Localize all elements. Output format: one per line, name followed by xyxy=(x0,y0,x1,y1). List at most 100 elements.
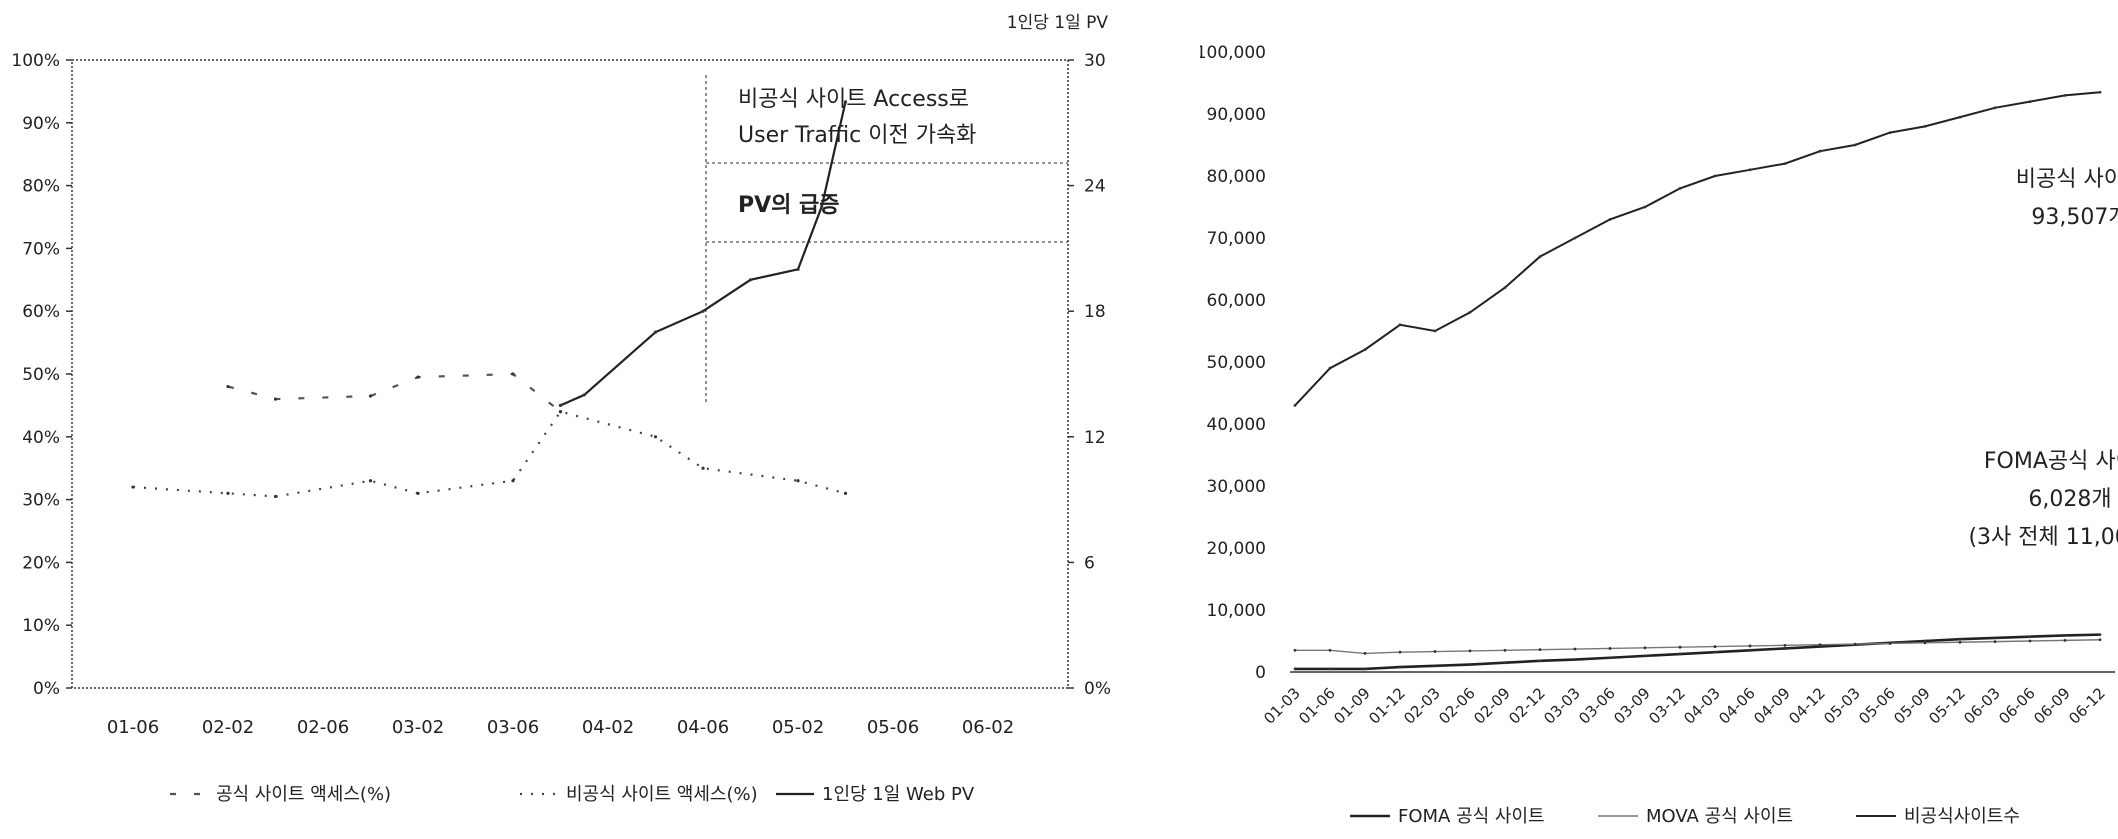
chart2-series-2-point xyxy=(1748,644,1752,648)
chart1-series-1-line xyxy=(227,372,562,413)
chart1-series-1-point xyxy=(273,397,278,401)
chart2-series-1-point xyxy=(1503,661,1507,665)
chart1-series-3-point xyxy=(820,204,824,209)
site-count-chart: 0 10,000 20,000 30,000 40,000 50,000 60,000 70,… xyxy=(1200,43,2118,827)
chart2-series-1-point xyxy=(1958,637,1962,641)
chart2-series-3-point xyxy=(1468,311,1472,314)
chart2-series-1-point xyxy=(2028,635,2032,639)
chart2-y-tick-label: 100,000 xyxy=(1200,43,1266,63)
chart2-series-2-line xyxy=(1295,639,2101,655)
chart1-series-3-point xyxy=(701,309,705,313)
chart1-series-1-point xyxy=(416,375,420,379)
chart2-y-tick-label: 30,000 xyxy=(1207,477,1266,497)
chart2-series-2-point xyxy=(2063,638,2067,642)
chart2-series-2-point xyxy=(1608,647,1612,650)
chart2-series-2-point xyxy=(1923,641,1927,645)
chart1-y2-tick-label: 18 xyxy=(1084,302,1106,322)
chart2-series-2-point xyxy=(1958,640,1962,644)
chart2-series-1-point xyxy=(1293,667,1297,671)
chart2-x-tick-label: 05-12 xyxy=(1925,684,1969,728)
chart2-series-2-point xyxy=(1328,648,1332,652)
chart2-series-1-point xyxy=(1433,664,1437,668)
chart1-series-3-point xyxy=(558,403,563,407)
chart1-series-2-point xyxy=(558,410,563,414)
chart2-series-2-point xyxy=(1713,645,1717,648)
chart1-series-2-point xyxy=(796,479,800,483)
chart2-series-1-point xyxy=(1678,652,1682,656)
chart2-series-3-point xyxy=(1433,329,1437,333)
chart2-y-tick-label: 60,000 xyxy=(1207,291,1266,311)
chart2-y-tick-label: 70,000 xyxy=(1207,229,1266,249)
chart2-series-1-point xyxy=(1328,667,1332,671)
chart2-x-tick-label: 06-03 xyxy=(1960,684,2004,728)
chart1-y2-tick-label: 30 xyxy=(1084,51,1106,71)
chart2-series-1-line xyxy=(1295,633,2101,671)
chart1-legend-label: 1인당 1일 Web PV xyxy=(822,784,975,805)
chart2-x-tick-label: 02-12 xyxy=(1505,684,1549,728)
chart2-series-3-point xyxy=(2063,94,2067,97)
chart1-series-2-point xyxy=(653,435,658,439)
chart2-legend-label: 비공식사이트수 xyxy=(1904,806,2020,827)
chart2-series-1-point xyxy=(1748,648,1752,652)
chart2-x-tick-label: 01-09 xyxy=(1330,684,1374,728)
chart1-series-2-line xyxy=(132,410,846,498)
chart2-y-tick-label: 50,000 xyxy=(1207,353,1266,373)
chart2-series-1-point xyxy=(1398,665,1402,669)
chart2-x-tick-label: 03-03 xyxy=(1540,684,1584,728)
chart2-series-2-point xyxy=(2028,639,2032,643)
chart2-series-3-point xyxy=(1328,366,1332,370)
chart1-y-tick-label: 20% xyxy=(22,553,60,573)
chart1-annotation-text: 비공식 사이트 Access로 xyxy=(738,87,969,112)
chart2-y-tick-label: 10,000 xyxy=(1207,601,1266,621)
chart2-series-3-point xyxy=(2028,100,2032,103)
chart2-series-2-point xyxy=(1888,642,1892,645)
chart2-x-tick-label: 03-06 xyxy=(1575,684,1619,728)
chart2-x-tick-label: 01-06 xyxy=(1295,684,1339,728)
chart2-series-1-point xyxy=(1468,663,1472,666)
chart2-x-tick-label: 06-12 xyxy=(2065,684,2109,728)
chart1-x-tick-label: 06-02 xyxy=(962,717,1014,738)
chart1-y2-unit-label: 1인당 1일 PV xyxy=(1007,13,1109,33)
chart2-series-1-point xyxy=(1713,650,1717,654)
chart1-series-3-point xyxy=(796,267,800,271)
chart1-series-1-point xyxy=(368,394,373,398)
chart1-y-tick-label: 80% xyxy=(22,177,60,197)
chart2-series-3-point xyxy=(1538,255,1542,258)
chart2-series-1-point xyxy=(1538,659,1542,663)
chart1-plot-frame xyxy=(71,59,1069,689)
chart1-y2-tick-label: 0% xyxy=(1084,679,1111,699)
chart2-series-2-point xyxy=(1503,648,1507,652)
chart2-series-3-point xyxy=(2098,90,2102,94)
chart2-series-3-point xyxy=(1853,143,1857,147)
chart2-series-3-point xyxy=(1888,131,1892,135)
chart1-y2-tick-label: 24 xyxy=(1084,177,1106,197)
chart2-series-2-point xyxy=(1468,649,1472,653)
chart1-series-2-point xyxy=(701,466,705,470)
chart1-series-2-point xyxy=(416,491,420,495)
chart2-annotation-text: (3사 전체 11,000개) xyxy=(1968,525,2118,550)
chart1-x-tick-label: 03-02 xyxy=(392,717,444,738)
chart2-annotation-text: 비공식 사이트 xyxy=(2016,167,2118,192)
chart1-annotation-text: User Traffic 이전 가속화 xyxy=(738,123,976,148)
chart2-series-2-point xyxy=(1573,647,1577,651)
chart2-series-2-point xyxy=(1853,642,1857,646)
chart2-series-3-point xyxy=(1398,323,1402,327)
chart2-series-1-point xyxy=(1783,647,1787,650)
chart1-series-3-point xyxy=(748,278,753,282)
chart1-y-tick-label: 60% xyxy=(22,302,60,322)
chart2-series-2-point xyxy=(1678,645,1682,649)
chart1-y-tick-label: 100% xyxy=(11,51,60,71)
chart2-y-tick-label: 0 xyxy=(1255,663,1266,683)
chart1-y-tick-label: 70% xyxy=(22,239,60,259)
chart2-annotation-text: 93,507개 xyxy=(2031,205,2118,230)
chart2-x-tick-label: 04-06 xyxy=(1715,684,1759,728)
chart1-legend-label: 비공식 사이트 액세스(%) xyxy=(566,784,758,805)
chart2-series-2-point xyxy=(1993,640,1997,644)
chart2-series-2-point xyxy=(1398,650,1402,654)
chart1-series-2-point xyxy=(368,479,373,483)
chart2-x-tick-label: 04-03 xyxy=(1680,684,1724,728)
chart2-series-3-point xyxy=(1503,286,1507,289)
chart2-x-tick-label: 06-09 xyxy=(2030,684,2074,728)
chart1-x-tick-label: 05-02 xyxy=(772,717,824,738)
chart2-x-tick-label: 01-03 xyxy=(1260,684,1304,728)
